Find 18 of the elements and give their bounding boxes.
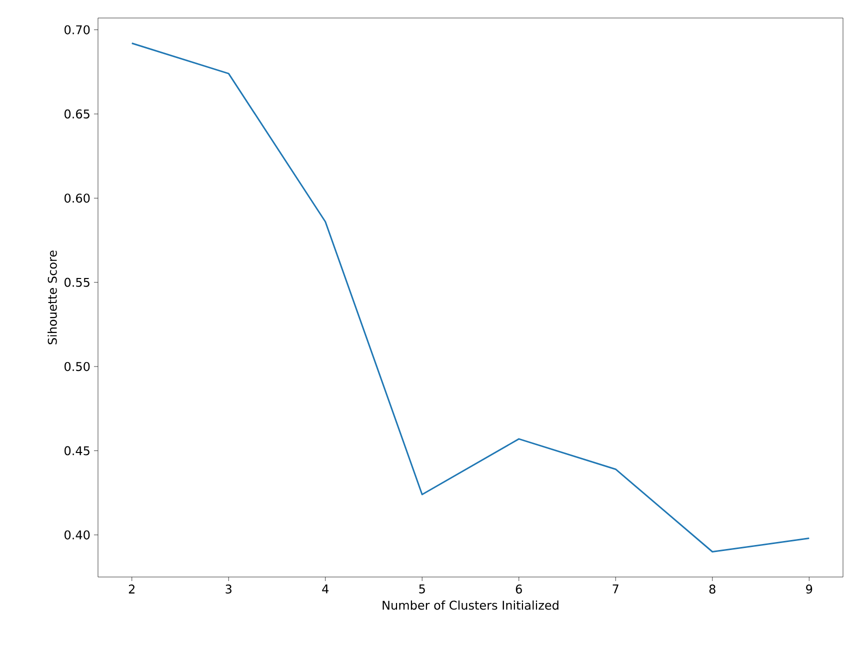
x-tick-label: 5 (419, 584, 425, 594)
x-tick-label: 9 (806, 584, 812, 594)
x-tick-label: 6 (516, 584, 522, 594)
y-tick-label: 0.65 (64, 109, 90, 119)
y-tick-label: 0.40 (64, 530, 90, 540)
x-tick-label: 3 (226, 584, 232, 594)
y-tick-label: 0.60 (64, 194, 90, 203)
y-tick-label: 0.55 (64, 278, 90, 287)
x-tick-label: 2 (128, 584, 134, 594)
x-tick-label: 4 (322, 584, 329, 594)
x-tick-label: 7 (612, 584, 618, 594)
y-tick-label: 0.45 (64, 446, 90, 456)
line-series (131, 42, 810, 552)
y-tick-label: 0.50 (64, 362, 90, 372)
x-axis-title: Number of Clusters Initialized (382, 600, 558, 610)
y-tick-label: 0.70 (64, 25, 90, 34)
x-tick-label: 8 (709, 584, 716, 594)
y-axis-title: Sihouette Score (48, 250, 57, 344)
